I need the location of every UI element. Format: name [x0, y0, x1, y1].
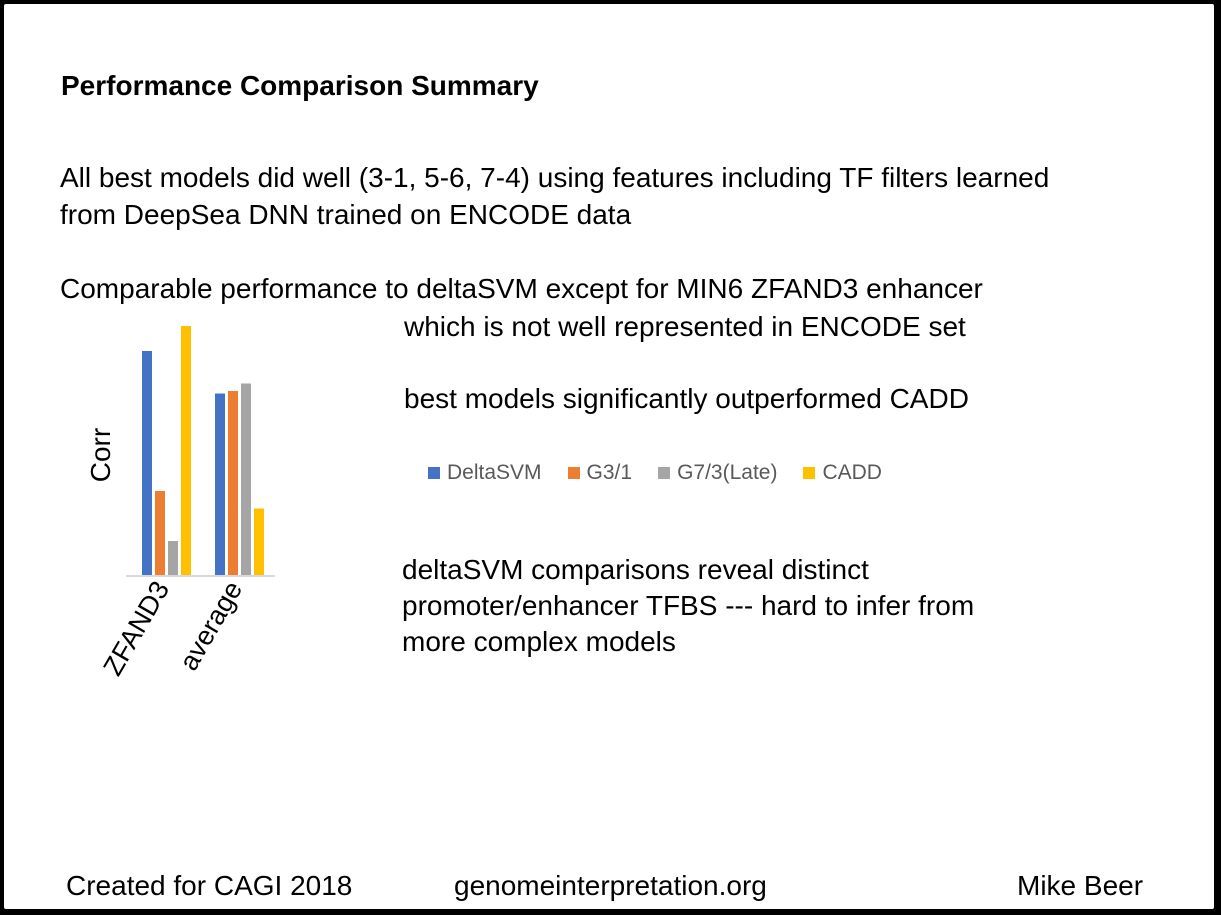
legend-item: G3/1 [567, 461, 633, 485]
paragraph-line: from DeepSea DNN trained on ENCODE data [60, 199, 632, 230]
paragraph-deltasvm-comparisons: deltaSVM comparisons reveal distinct pro… [402, 552, 974, 660]
slide-title: Performance Comparison Summary [61, 70, 539, 101]
x-tick-label: average [173, 576, 248, 676]
legend-item: CADD [803, 461, 882, 485]
legend-swatch [658, 467, 671, 479]
footer-website-link[interactable]: genomeinterpretation.org [454, 870, 767, 901]
legend-swatch [567, 467, 580, 479]
paragraph-line: promoter/enhancer TFBS --- hard to infer… [402, 590, 975, 621]
paragraph-comparable-line1: Comparable performance to deltaSVM excep… [60, 273, 983, 304]
footer-author: Mike Beer [1017, 870, 1144, 901]
paragraph-line: deltaSVM comparisons reveal distinct [402, 554, 869, 585]
paragraph-best-models: All best models did well (3-1, 5-6, 7-4)… [60, 159, 1049, 233]
bar-cadd [181, 326, 191, 576]
legend-label: DeltaSVM [447, 461, 542, 484]
bar-g7-3-late- [241, 383, 251, 576]
x-tick-label: ZFAND3 [97, 576, 175, 681]
paragraph-line: more complex models [402, 626, 676, 657]
legend-item: G7/3(Late) [658, 461, 777, 485]
bar-cadd [254, 508, 264, 576]
bar-g3-1 [228, 391, 238, 576]
chart-legend: DeltaSVM G3/1 G7/3(Late) CADD [428, 461, 882, 485]
bar-deltasvm [215, 393, 225, 576]
legend-label: CADD [822, 461, 882, 484]
legend-label: G7/3(Late) [677, 461, 778, 484]
bar-g7-3-late- [168, 541, 178, 576]
bar-g3-1 [155, 491, 165, 576]
legend-label: G3/1 [586, 461, 633, 484]
paragraph-line: All best models did well (3-1, 5-6, 7-4)… [60, 162, 1050, 193]
bar-deltasvm [142, 351, 152, 576]
legend-swatch [428, 467, 440, 479]
y-axis-label: Corr [85, 428, 116, 482]
paragraph-outperformed-cadd: best models significantly outperformed C… [404, 383, 969, 414]
paragraph-comparable-line2: which is not well represented in ENCODE … [404, 311, 966, 342]
footer-created-for: Created for CAGI 2018 [66, 870, 353, 901]
legend-item: DeltaSVM [428, 461, 542, 485]
legend-swatch [803, 467, 816, 479]
slide: Performance Comparison Summary All best … [4, 4, 1214, 909]
